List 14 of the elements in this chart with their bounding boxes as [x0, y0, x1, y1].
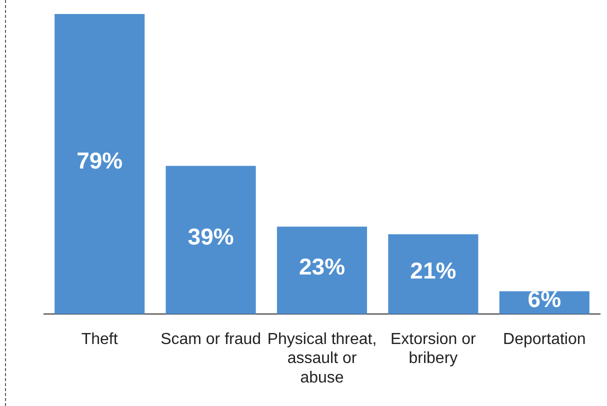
bar: [388, 234, 478, 314]
data-label: 23%: [298, 254, 346, 280]
data-label: 21%: [410, 257, 456, 284]
x-tick-label: Theft: [81, 331, 118, 348]
x-tick-label: Physical threat, assault or abuse: [267, 331, 377, 386]
data-label: 39%: [188, 223, 234, 250]
bar: [54, 14, 145, 314]
data-label: 6%: [528, 286, 562, 312]
bar: [276, 226, 368, 314]
x-tick-label: Deportation: [503, 331, 586, 348]
bar: [166, 166, 256, 314]
x-tick-label: Scam or fraud: [160, 331, 262, 348]
x-tick-label: Extorsion or bribery: [390, 331, 477, 368]
data-label: 79%: [76, 147, 123, 174]
